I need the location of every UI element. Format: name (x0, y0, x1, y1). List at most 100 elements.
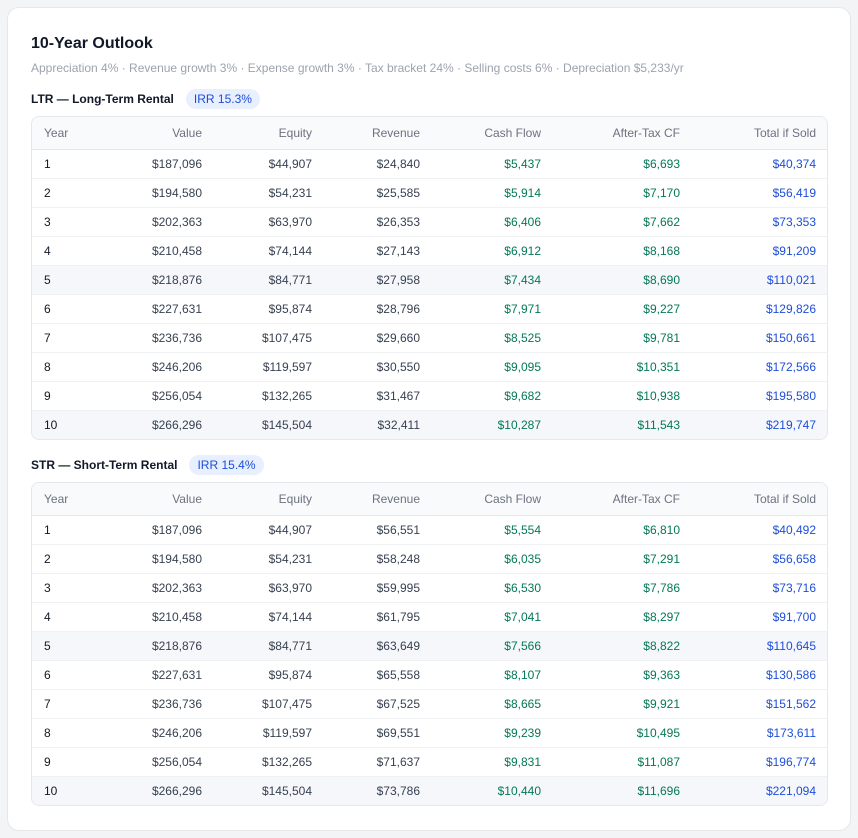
cash-flow-cell: $6,912 (432, 236, 553, 266)
str-section-header: STR — Short-Term Rental IRR 15.4% (31, 455, 828, 475)
total-if-sold-cell: $110,021 (692, 265, 827, 295)
revenue-cell: $73,786 (376, 784, 420, 798)
year-cell: 2 (32, 544, 118, 574)
total-if-sold-cell: $172,566 (692, 352, 827, 382)
column-header-cash-flow: Cash Flow (432, 483, 553, 516)
table-row: 4 $210,458 $74,144 $61,795 $7,041 $8,297 $91,7… (32, 602, 827, 632)
after-tax-cf-cell: $10,351 (553, 352, 692, 382)
cash-flow-cell: $6,530 (432, 573, 553, 603)
cash-flow-cell: $8,107 (432, 660, 553, 690)
value-cell: $194,580 (118, 178, 214, 208)
assumptions-line: Appreciation 4% · Revenue growth 3% · Ex… (31, 61, 684, 75)
str-irr-badge: IRR 15.4% (189, 455, 264, 475)
revenue-cell: $58,248 (324, 544, 432, 574)
year-cell: 10 (44, 418, 58, 432)
equity-cell: $54,231 (214, 178, 324, 208)
after-tax-cf-cell: $10,938 (553, 381, 692, 411)
table-row: 2 $194,580 $54,231 $25,585 $5,914 $7,170 $56,4… (32, 178, 827, 208)
equity-cell: $132,265 (214, 381, 324, 411)
value-cell: $202,363 (118, 207, 214, 237)
revenue-cell: $30,550 (324, 352, 432, 382)
revenue-cell: $32,411 (377, 418, 421, 432)
revenue-cell: $26,353 (324, 207, 432, 237)
cash-flow-cell: $8,665 (432, 689, 553, 719)
table-row: 5 $218,876 $84,771 $63,649 $7,566 $8,822 $110,… (32, 631, 827, 661)
table-row: 10 $266,296 $145,504 $32,411 $10,287 $11,543 $… (32, 410, 827, 439)
table-row: 6 $227,631 $95,874 $65,558 $8,107 $9,363 $130,… (32, 660, 827, 690)
table-row: 8 $246,206 $119,597 $69,551 $9,239 $10,495 $17… (32, 718, 827, 748)
after-tax-cf-cell: $7,291 (553, 544, 692, 574)
table-row: 8 $246,206 $119,597 $30,550 $9,095 $10,351 $17… (32, 352, 827, 382)
revenue-cell: $25,585 (324, 178, 432, 208)
value-cell: $194,580 (118, 544, 214, 574)
total-if-sold-cell: $173,611 (692, 718, 827, 748)
ltr-table-container: Year Value Equity Revenue Cash Flow Afte… (31, 116, 828, 440)
total-if-sold-cell: $130,586 (692, 660, 827, 690)
value-cell: $210,458 (118, 236, 214, 266)
column-header-value: Value (118, 483, 214, 516)
after-tax-cf-cell: $9,781 (553, 323, 692, 353)
equity-cell: $44,907 (214, 515, 324, 545)
cash-flow-cell: $7,434 (432, 265, 553, 295)
cash-flow-cell: $6,406 (432, 207, 553, 237)
column-header-total-if-sold: Total if Sold (692, 483, 827, 516)
after-tax-cf-cell: $7,786 (553, 573, 692, 603)
equity-cell: $63,970 (214, 573, 324, 603)
equity-cell: $84,771 (214, 265, 324, 295)
column-header-value: Value (118, 117, 214, 150)
revenue-cell: $27,958 (324, 265, 432, 295)
after-tax-cf-cell: $8,297 (553, 602, 692, 632)
total-if-sold-cell: $150,661 (692, 323, 827, 353)
ltr-section-label: LTR — Long-Term Rental (31, 92, 174, 106)
after-tax-cf-cell: $10,495 (553, 718, 692, 748)
value-cell: $202,363 (118, 573, 214, 603)
cash-flow-cell: $7,566 (432, 631, 553, 661)
total-if-sold-cell: $91,209 (692, 236, 827, 266)
equity-cell: $84,771 (214, 631, 324, 661)
after-tax-cf-cell: $8,168 (553, 236, 692, 266)
total-if-sold-cell: $219,747 (765, 418, 816, 432)
cash-flow-cell: $5,437 (432, 149, 553, 179)
after-tax-cf-cell: $7,170 (553, 178, 692, 208)
equity-cell: $95,874 (214, 294, 324, 324)
after-tax-cf-cell: $9,921 (553, 689, 692, 719)
str-section-label: STR — Short-Term Rental (31, 458, 178, 472)
value-cell: $266,296 (151, 418, 202, 432)
column-header-revenue: Revenue (324, 117, 432, 150)
revenue-cell: $28,796 (324, 294, 432, 324)
value-cell: $236,736 (118, 689, 214, 719)
cash-flow-cell: $9,095 (432, 352, 553, 382)
after-tax-cf-cell: $8,690 (553, 265, 692, 295)
value-cell: $187,096 (118, 149, 214, 179)
table-row: 2 $194,580 $54,231 $58,248 $6,035 $7,291 $56,6… (32, 544, 827, 574)
revenue-cell: $31,467 (324, 381, 432, 411)
table-row: 3 $202,363 $63,970 $59,995 $6,530 $7,786 $73,7… (32, 573, 827, 603)
revenue-cell: $65,558 (324, 660, 432, 690)
after-tax-cf-cell: $6,810 (553, 515, 692, 545)
str-table-body: 1 $187,096 $44,907 $56,551 $5,554 $6,810 $40,4… (32, 515, 827, 805)
total-if-sold-cell: $40,492 (692, 515, 827, 545)
table-row: 7 $236,736 $107,475 $29,660 $8,525 $9,781 $150… (32, 323, 827, 353)
year-cell: 7 (32, 689, 118, 719)
table-header-row: Year Value Equity Revenue Cash Flow Afte… (32, 117, 827, 150)
year-cell: 10 (44, 784, 58, 798)
after-tax-cf-cell: $11,087 (553, 747, 692, 777)
equity-cell: $44,907 (214, 149, 324, 179)
equity-cell: $119,597 (214, 718, 324, 748)
year-cell: 4 (32, 236, 118, 266)
cash-flow-cell: $9,831 (432, 747, 553, 777)
equity-cell: $132,265 (214, 747, 324, 777)
after-tax-cf-cell: $11,696 (637, 784, 681, 798)
table-row: 5 $218,876 $84,771 $27,958 $7,434 $8,690 $110,… (32, 265, 827, 295)
total-if-sold-cell: $56,419 (692, 178, 827, 208)
equity-cell: $74,144 (214, 236, 324, 266)
revenue-cell: $67,525 (324, 689, 432, 719)
equity-cell: $95,874 (214, 660, 324, 690)
value-cell: $218,876 (118, 265, 214, 295)
revenue-cell: $69,551 (324, 718, 432, 748)
equity-cell: $107,475 (214, 689, 324, 719)
total-if-sold-cell: $196,774 (692, 747, 827, 777)
revenue-cell: $59,995 (324, 573, 432, 603)
total-if-sold-cell: $56,658 (692, 544, 827, 574)
ltr-table-body: 1 $187,096 $44,907 $24,840 $5,437 $6,693 $40,3… (32, 149, 827, 439)
